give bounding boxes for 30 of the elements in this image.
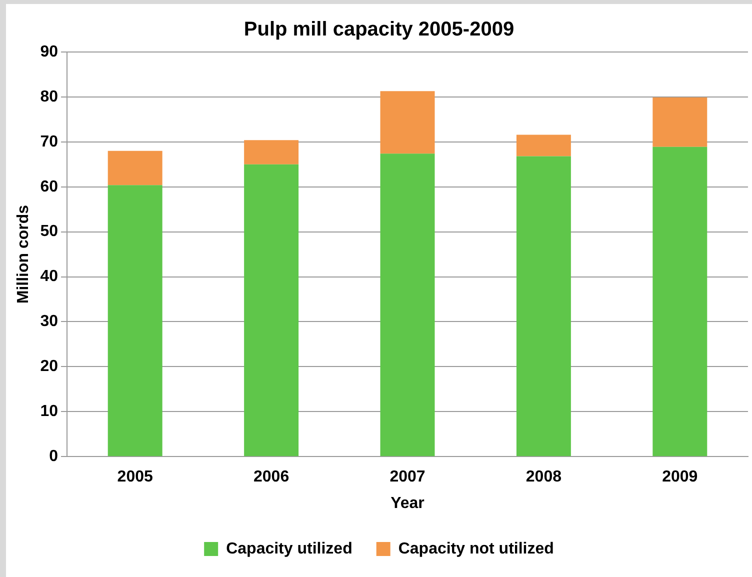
bar bbox=[380, 154, 435, 456]
y-tick-label: 30 bbox=[40, 313, 58, 330]
y-tick-label: 60 bbox=[40, 178, 58, 196]
bar bbox=[108, 185, 162, 456]
x-tick-label: 2007 bbox=[390, 468, 426, 486]
y-tick-label: 70 bbox=[40, 133, 58, 150]
bar bbox=[380, 91, 435, 154]
y-tick-label: 80 bbox=[40, 88, 58, 106]
y-tick-label: 10 bbox=[40, 403, 58, 420]
y-tick-label: 90 bbox=[40, 43, 58, 60]
y-tick-label: 40 bbox=[40, 268, 58, 286]
y-tick-label: 0 bbox=[49, 448, 58, 466]
bar bbox=[516, 156, 571, 456]
legend-label: Capacity utilized bbox=[226, 540, 352, 558]
x-tick-label: 2008 bbox=[526, 468, 562, 486]
x-axis-title: Year bbox=[390, 494, 424, 512]
x-tick-label: 2005 bbox=[117, 468, 153, 486]
bar bbox=[516, 134, 571, 156]
y-tick-label: 50 bbox=[40, 223, 58, 240]
bar bbox=[108, 150, 162, 186]
x-tick-label: 2009 bbox=[662, 468, 698, 486]
x-tick-label: 2006 bbox=[254, 468, 290, 486]
bar bbox=[652, 97, 708, 147]
bar bbox=[244, 140, 299, 164]
legend-label: Capacity not utilized bbox=[398, 540, 554, 558]
chart-title: Pulp mill capacity 2005-2009 bbox=[244, 18, 514, 41]
y-tick-label: 20 bbox=[40, 358, 58, 376]
bar bbox=[244, 164, 299, 456]
bar bbox=[652, 146, 708, 456]
y-axis-title: Million cords bbox=[15, 204, 32, 304]
